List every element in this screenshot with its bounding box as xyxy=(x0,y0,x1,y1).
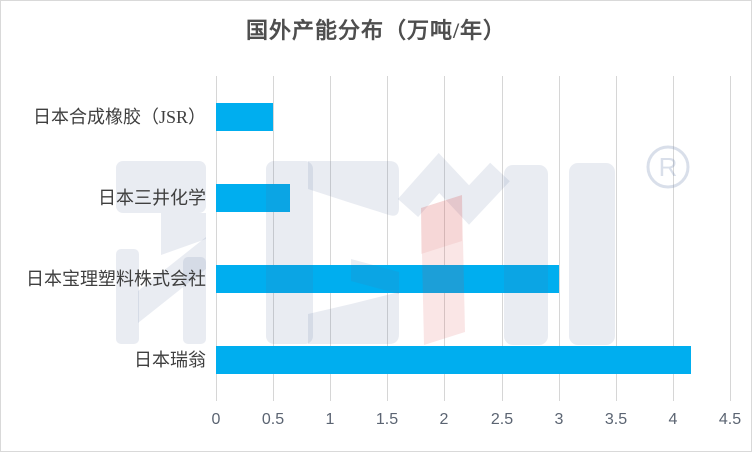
bar xyxy=(216,103,273,131)
gridline xyxy=(673,76,674,401)
gridline xyxy=(387,76,388,401)
bar xyxy=(216,265,559,293)
x-tick-label: 3 xyxy=(554,411,564,428)
x-tick-label: 0 xyxy=(211,411,221,428)
gridline xyxy=(216,76,217,401)
gridline xyxy=(730,76,731,401)
x-tick-label: 0.5 xyxy=(261,411,285,428)
category-label: 日本三井化学 xyxy=(98,188,206,208)
gridline xyxy=(502,76,503,401)
bar xyxy=(216,184,290,212)
x-tick-label: 1 xyxy=(325,411,335,428)
x-tick-label: 4.5 xyxy=(718,411,742,428)
plot-area xyxy=(216,76,731,401)
x-tick-label: 4 xyxy=(668,411,678,428)
gridline xyxy=(330,76,331,401)
chart-title: 国外产能分布（万吨/年） xyxy=(245,18,507,43)
gridline xyxy=(273,76,274,401)
x-tick-label: 2.5 xyxy=(490,411,514,428)
watermark-letter1-icon xyxy=(161,213,206,255)
category-label: 日本瑞翁 xyxy=(134,350,206,370)
x-tick-label: 3.5 xyxy=(604,411,628,428)
x-tick-label: 1.5 xyxy=(375,411,399,428)
x-tick-label: 2 xyxy=(439,411,449,428)
category-label: 日本合成橡胶（JSR） xyxy=(32,107,206,127)
gridline xyxy=(616,76,617,401)
category-label: 日本宝理塑料株式会社 xyxy=(26,269,206,289)
gridline xyxy=(444,76,445,401)
watermark-letter1-icon xyxy=(116,249,139,344)
bar xyxy=(216,346,691,374)
gridline xyxy=(559,76,560,401)
